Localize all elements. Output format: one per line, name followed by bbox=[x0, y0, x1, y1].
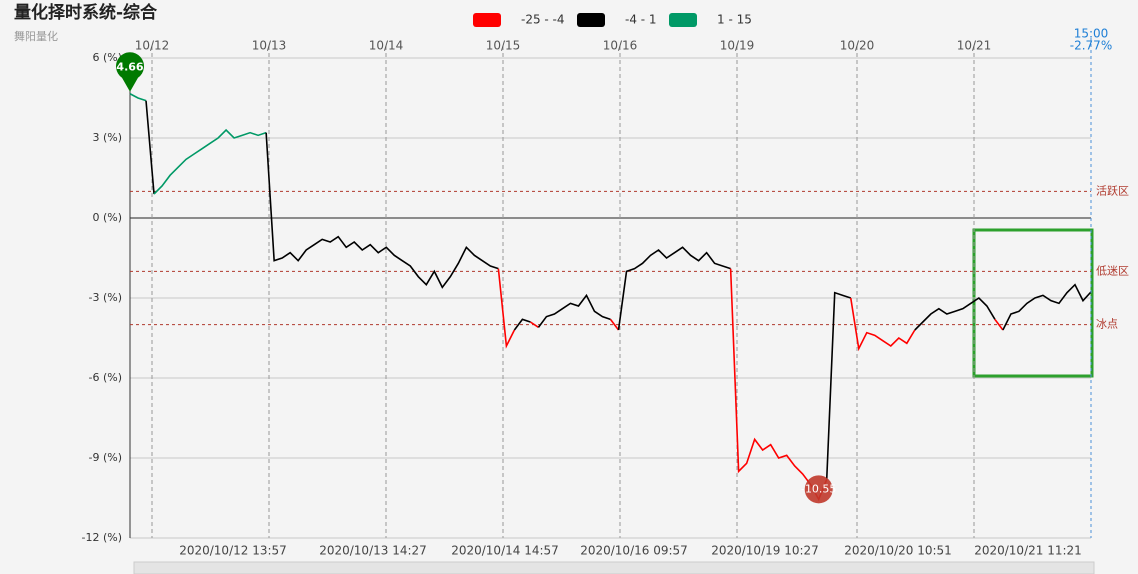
line-segment bbox=[529, 321, 539, 328]
legend-swatch bbox=[669, 13, 697, 27]
day-label: 10/15 bbox=[486, 39, 521, 53]
legend-label: -4 - 1 bbox=[625, 13, 657, 27]
line-segment bbox=[129, 93, 147, 102]
day-label: 10/20 bbox=[840, 39, 875, 53]
x-tick-label: 2020/10/21 11:21 bbox=[974, 544, 1082, 558]
last-time: 15:00 bbox=[1074, 27, 1109, 41]
line-segment bbox=[265, 132, 499, 289]
y-tick-label: -6 (%) bbox=[89, 371, 123, 384]
last-value: -2.77% bbox=[1070, 39, 1112, 53]
line-segment bbox=[914, 296, 996, 331]
x-tick-label: 2020/10/19 10:27 bbox=[711, 544, 819, 558]
x-tick-label: 2020/10/12 13:57 bbox=[179, 544, 287, 558]
reference-label: 活跃区 bbox=[1096, 183, 1129, 197]
line-segment bbox=[729, 268, 828, 502]
y-tick-label: -3 (%) bbox=[89, 291, 123, 304]
reference-label: 冰点 bbox=[1096, 318, 1118, 331]
x-tick-label: 2020/10/16 09:57 bbox=[580, 544, 688, 558]
line-segment bbox=[994, 318, 1004, 331]
reference-label: 低迷区 bbox=[1096, 264, 1129, 277]
line-segment bbox=[825, 291, 852, 480]
day-label: 10/13 bbox=[252, 39, 287, 53]
line-segment bbox=[513, 318, 531, 331]
legend-label: -25 - -4 bbox=[521, 13, 565, 27]
highlight-box bbox=[972, 228, 1094, 378]
legend-swatch bbox=[577, 13, 605, 27]
y-tick-label: -9 (%) bbox=[89, 451, 123, 464]
legend-swatch bbox=[473, 13, 501, 27]
marker-label: 4.66 bbox=[116, 61, 143, 74]
y-tick-label: 6 (%) bbox=[92, 51, 122, 64]
x-tick-label: 2020/10/14 14:57 bbox=[451, 544, 559, 558]
navigator[interactable] bbox=[133, 561, 1095, 574]
x-tick-label: 2020/10/13 14:27 bbox=[319, 544, 427, 558]
day-label: 10/21 bbox=[957, 39, 992, 53]
y-tick-label: 3 (%) bbox=[92, 131, 122, 144]
y-tick-label: -12 (%) bbox=[82, 531, 123, 544]
legend-label: 1 - 15 bbox=[717, 13, 752, 27]
day-label: 10/12 bbox=[135, 39, 170, 53]
x-tick-label: 2020/10/20 10:51 bbox=[844, 544, 952, 558]
line-segment bbox=[497, 268, 516, 349]
max-marker bbox=[116, 52, 145, 92]
line-segment bbox=[153, 128, 267, 195]
line-segment bbox=[849, 297, 916, 352]
line-segment bbox=[609, 318, 620, 331]
marker-label: -10.55 bbox=[801, 482, 836, 495]
line-segment bbox=[1002, 283, 1092, 331]
line-segment bbox=[145, 100, 155, 195]
min-marker bbox=[804, 475, 833, 504]
day-label: 10/14 bbox=[369, 39, 404, 53]
day-label: 10/16 bbox=[603, 39, 638, 53]
line-segment bbox=[617, 246, 731, 331]
chart-title: 量化择时系统-综合 bbox=[14, 2, 158, 23]
y-tick-label: 0 (%) bbox=[92, 211, 122, 224]
day-label: 10/19 bbox=[720, 39, 755, 53]
line-segment bbox=[537, 293, 611, 328]
chart-subtitle: 舞阳量化 bbox=[14, 29, 58, 43]
